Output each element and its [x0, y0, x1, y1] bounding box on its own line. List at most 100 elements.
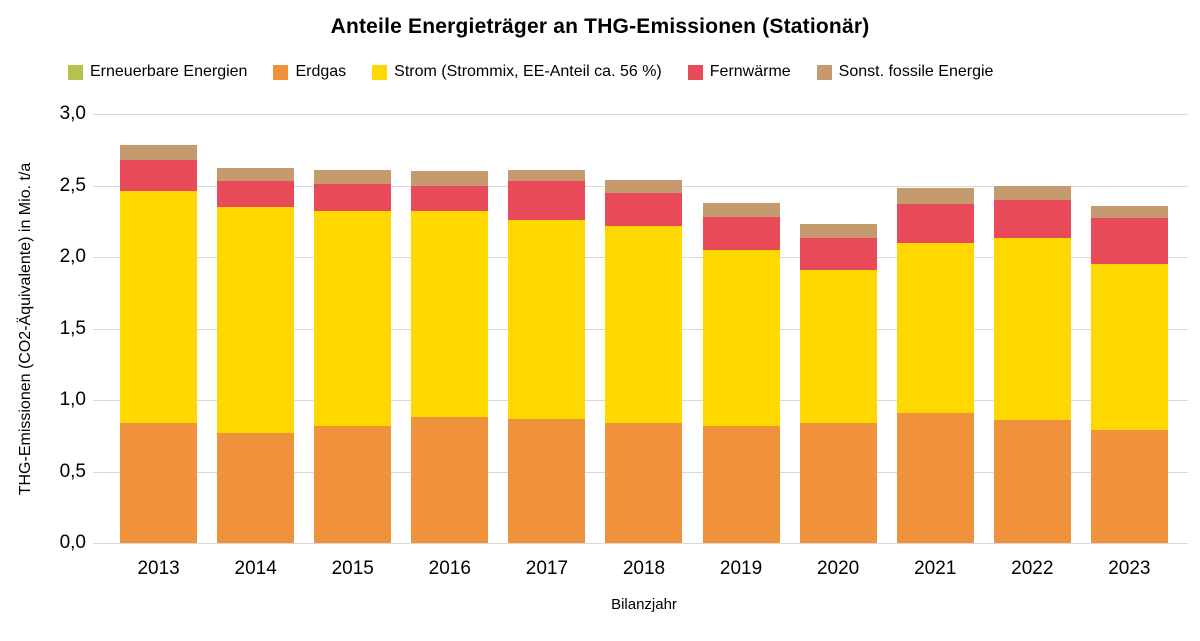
y-axis-tick-mark	[93, 186, 100, 187]
bar-segment-erdgas-2017	[508, 418, 586, 543]
bar-segment-fernw-rme-2021	[896, 204, 974, 243]
bar-segment-erdgas-2020	[799, 422, 877, 543]
bar-segment-strom-strommix-ee-anteil-ca-56-2018	[605, 225, 683, 423]
x-tick-label-2015: 2015	[331, 558, 374, 579]
x-tick-label-2021: 2021	[914, 558, 957, 579]
bar-segment-sonst-fossile-energie-2019	[702, 202, 780, 217]
plot-area	[93, 114, 1188, 544]
x-tick-label-2018: 2018	[622, 558, 666, 579]
bar-2017	[508, 169, 586, 543]
bar-segment-fernw-rme-2014	[217, 181, 295, 207]
legend-label: Strom (Strommix, EE-Anteil ca. 56 %)	[394, 63, 662, 80]
bar-2021	[896, 188, 974, 543]
bar-segment-strom-strommix-ee-anteil-ca-56-2023	[1090, 264, 1168, 431]
bar-segment-strom-strommix-ee-anteil-ca-56-2021	[896, 242, 974, 413]
bar-segment-strom-strommix-ee-anteil-ca-56-2016	[411, 211, 489, 418]
bar-2015	[314, 169, 392, 543]
bar-2019	[702, 202, 780, 543]
legend-item-erdgas: Erdgas	[273, 63, 346, 81]
bar-2022	[993, 185, 1071, 543]
bar-segment-sonst-fossile-energie-2013	[120, 145, 198, 160]
legend-label: Erdgas	[295, 63, 347, 80]
y-tick-label: 2,0	[59, 246, 86, 267]
legend-item-strom-strommix-ee-anteil-ca-56: Strom (Strommix, EE-Anteil ca. 56 %)	[372, 63, 662, 81]
y-tick-label: 0,0	[59, 532, 86, 553]
bar-segment-fernw-rme-2015	[314, 184, 392, 212]
bar-segment-strom-strommix-ee-anteil-ca-56-2017	[508, 219, 586, 419]
bars-container	[100, 114, 1188, 543]
legend-swatch-icon	[273, 64, 289, 80]
bar-segment-erdgas-2015	[314, 425, 392, 543]
y-axis-tick-mark	[93, 329, 100, 330]
bar-segment-fernw-rme-2020	[799, 238, 877, 270]
legend-item-sonst-fossile-energie: Sonst. fossile Energie	[816, 63, 994, 81]
bar-segment-fernw-rme-2013	[120, 159, 198, 192]
x-tick-label-2019: 2019	[719, 558, 763, 579]
y-axis-tick-mark	[93, 257, 100, 258]
x-tick-label-2017: 2017	[525, 558, 569, 579]
legend-label: Sonst. fossile Energie	[838, 63, 994, 80]
bar-segment-sonst-fossile-energie-2021	[896, 188, 974, 205]
legend-swatch-icon	[372, 64, 388, 80]
bar-segment-erdgas-2013	[120, 422, 198, 543]
y-tick-label: 0,5	[59, 461, 86, 482]
bar-2018	[605, 179, 683, 543]
chart-title: Anteile Energieträger an THG-Emissionen …	[330, 15, 870, 38]
bar-segment-fernw-rme-2023	[1090, 218, 1168, 265]
y-tick-label: 1,0	[59, 389, 86, 410]
bar-2023	[1090, 205, 1168, 543]
y-axis-tick-mark	[93, 400, 100, 401]
x-tick-label-2023: 2023	[1108, 558, 1151, 579]
bar-segment-erdgas-2021	[896, 412, 974, 543]
legend-item-erneuerbare-energien: Erneuerbare Energien	[68, 63, 247, 81]
bar-2013	[120, 145, 198, 543]
bar-segment-erdgas-2019	[702, 425, 780, 543]
bar-segment-strom-strommix-ee-anteil-ca-56-2020	[799, 269, 877, 423]
y-axis-title: THG-Emissionen (CO2-Äquivalente) in Mio.…	[17, 162, 34, 495]
bar-segment-sonst-fossile-energie-2018	[605, 179, 683, 193]
x-tick-label-2016: 2016	[428, 558, 471, 579]
bar-segment-fernw-rme-2017	[508, 181, 586, 220]
bar-segment-erdgas-2023	[1090, 430, 1168, 543]
bar-segment-strom-strommix-ee-anteil-ca-56-2015	[314, 211, 392, 426]
y-tick-label: 2,5	[59, 175, 86, 196]
x-tick-label-2022: 2022	[1011, 558, 1054, 579]
bar-2014	[217, 168, 295, 543]
y-tick-label: 1,5	[59, 318, 86, 339]
bar-segment-erdgas-2018	[605, 422, 683, 543]
legend-swatch-icon	[687, 64, 703, 80]
bar-segment-erdgas-2016	[411, 417, 489, 543]
bar-segment-strom-strommix-ee-anteil-ca-56-2014	[217, 206, 295, 433]
bar-segment-erdgas-2022	[993, 420, 1071, 543]
y-axis-tick-mark	[93, 543, 100, 544]
bar-segment-sonst-fossile-energie-2020	[799, 224, 877, 239]
bar-segment-fernw-rme-2022	[993, 199, 1071, 239]
x-tick-label-2013: 2013	[137, 558, 180, 579]
legend-label: Erneuerbare Energien	[90, 63, 248, 80]
y-tick-label: 3,0	[59, 103, 86, 124]
bar-segment-sonst-fossile-energie-2014	[217, 168, 295, 182]
bar-segment-sonst-fossile-energie-2022	[993, 185, 1071, 200]
legend-label: Fernwärme	[709, 63, 791, 80]
bar-segment-strom-strommix-ee-anteil-ca-56-2022	[993, 238, 1071, 421]
bar-segment-sonst-fossile-energie-2016	[411, 171, 489, 186]
gridline	[100, 114, 1188, 115]
bar-segment-strom-strommix-ee-anteil-ca-56-2019	[702, 249, 780, 426]
legend-swatch-icon	[68, 64, 83, 80]
gridline	[100, 543, 1188, 544]
bar-segment-erdgas-2014	[217, 432, 295, 543]
bar-segment-sonst-fossile-energie-2023	[1090, 205, 1168, 219]
bar-segment-fernw-rme-2019	[702, 217, 780, 250]
bar-2016	[411, 171, 489, 543]
legend: Erneuerbare Energien Erdgas Strom (Strommi…	[68, 61, 1168, 83]
x-tick-label-2014: 2014	[234, 558, 277, 579]
bar-2020	[799, 224, 877, 543]
x-tick-label-2020: 2020	[816, 558, 860, 579]
bar-segment-strom-strommix-ee-anteil-ca-56-2013	[120, 191, 198, 423]
x-axis-title: Bilanzjahr	[611, 596, 677, 613]
bar-segment-fernw-rme-2016	[411, 185, 489, 212]
legend-item-fernw-rme: Fernwärme	[687, 63, 791, 81]
bar-segment-fernw-rme-2018	[605, 192, 683, 226]
bar-segment-sonst-fossile-energie-2015	[314, 169, 392, 185]
